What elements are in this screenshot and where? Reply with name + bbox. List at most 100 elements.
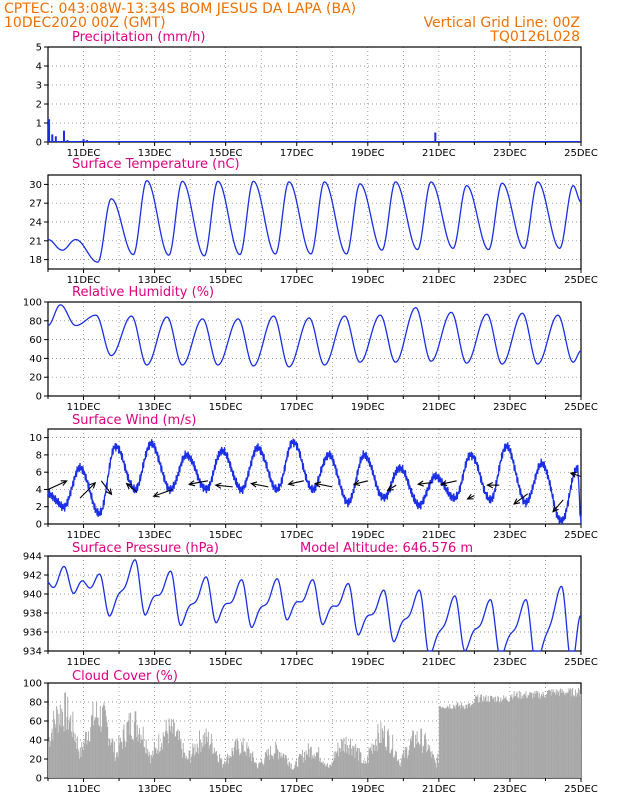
cloud-bar <box>382 731 384 778</box>
cloud-bar <box>387 728 389 778</box>
cloud-bar <box>391 748 393 778</box>
cloud-bar <box>134 711 136 778</box>
cloud-bar <box>370 747 371 778</box>
cloud-bar <box>445 708 447 778</box>
wind-series <box>47 438 582 525</box>
cloud-bar <box>99 705 101 778</box>
cloud-bar <box>155 747 157 778</box>
cloud-bar <box>99 726 101 778</box>
cloud-bar <box>247 746 249 778</box>
cloud-bar <box>529 692 531 778</box>
cloud-bar <box>302 762 304 778</box>
cloud-bar <box>555 689 557 778</box>
cloud-bar <box>159 751 160 778</box>
cloud-bar <box>63 731 65 778</box>
cloud-bar <box>59 724 61 778</box>
cloud-bar <box>264 760 266 778</box>
cloud-bar <box>421 753 423 778</box>
cloud-bar <box>424 732 426 778</box>
cloud-bar <box>532 698 534 778</box>
cloud-bar <box>543 694 545 778</box>
cloud-bar <box>153 755 155 778</box>
cloud-bar <box>486 701 488 778</box>
cloud-bar <box>102 705 104 778</box>
cloud-bar <box>195 753 197 778</box>
cloud-bar <box>55 727 57 778</box>
cloud-bar <box>498 697 500 778</box>
cloud-bar <box>319 757 321 778</box>
panel-title-temperature: Surface Temperature (nC) <box>72 157 240 172</box>
cloud-bar <box>521 695 523 778</box>
cloud-bar <box>122 749 123 778</box>
y-tick-label: 60 <box>29 717 42 728</box>
cloud-bar <box>144 753 146 778</box>
cloud-bar <box>470 704 472 778</box>
cloud-bar <box>508 701 510 778</box>
cloud-bar <box>299 754 301 778</box>
cloud-bar <box>556 694 558 778</box>
cloud-bar <box>100 731 102 778</box>
cloud-bar <box>301 749 303 778</box>
cloud-bar <box>103 702 105 778</box>
y-tick-label: 0 <box>36 138 42 149</box>
x-tick-label: 21DEC <box>422 530 456 541</box>
cloud-bar <box>181 748 183 778</box>
cloud-bar <box>371 743 373 778</box>
cloud-bar <box>106 722 108 778</box>
cloud-bar <box>364 763 366 778</box>
cloud-bar <box>258 763 260 778</box>
cloud-bar <box>48 741 49 778</box>
cloud-bar <box>346 752 348 778</box>
x-tick-label: 13DEC <box>138 657 172 668</box>
wind-vector-head <box>569 471 577 478</box>
cloud-bar <box>289 762 291 778</box>
cloud-bar <box>362 763 364 778</box>
cloud-bar <box>550 695 552 778</box>
cloud-bar <box>310 747 311 778</box>
cloud-bar <box>435 763 437 778</box>
cloud-bar <box>118 735 120 778</box>
cloud-bar <box>561 689 563 778</box>
cloud-bar <box>243 752 245 778</box>
cloud-bar <box>466 708 468 778</box>
cloud-bar <box>572 687 574 778</box>
wind-vector <box>100 480 112 495</box>
cloud-bar <box>130 712 132 778</box>
wind-vector-head <box>486 482 494 489</box>
x-tick-label: 21DEC <box>422 402 456 413</box>
cloud-bar <box>438 763 440 778</box>
cloud-bar <box>296 766 298 778</box>
cloud-bar <box>96 701 98 778</box>
cloud-bar <box>256 763 257 778</box>
cloud-bar <box>458 706 460 778</box>
cloud-bar <box>94 717 96 778</box>
wind-vector <box>467 495 475 500</box>
cloud-bar <box>552 689 554 778</box>
cloud-bar <box>353 746 355 778</box>
cloud-bar <box>290 763 292 778</box>
cloud-bar <box>158 734 160 778</box>
cloud-bar <box>331 761 333 778</box>
cloud-bar <box>327 763 329 778</box>
cloud-bar <box>318 747 320 778</box>
cloud-bar <box>176 731 178 778</box>
cloud-bar <box>240 754 242 778</box>
cloud-bar <box>409 738 411 778</box>
cloud-bar <box>295 760 297 778</box>
x-tick-label: 15DEC <box>209 148 243 159</box>
cloud-bar <box>315 756 317 778</box>
cloud-bar <box>386 750 388 778</box>
cloud-bar <box>347 747 349 778</box>
cloud-bar <box>418 745 420 778</box>
cloud-bar <box>144 747 146 778</box>
cloud-bar <box>338 756 340 778</box>
cloud-bar <box>236 738 238 778</box>
cloud-bar <box>337 742 339 778</box>
cloud-bar <box>321 762 323 778</box>
cloud-bar <box>565 695 567 778</box>
cloud-bar <box>167 733 169 778</box>
cloud-bar <box>569 688 571 778</box>
cloud-bar <box>111 738 113 778</box>
cloud-bar <box>460 708 462 778</box>
cloud-bar <box>441 706 443 778</box>
